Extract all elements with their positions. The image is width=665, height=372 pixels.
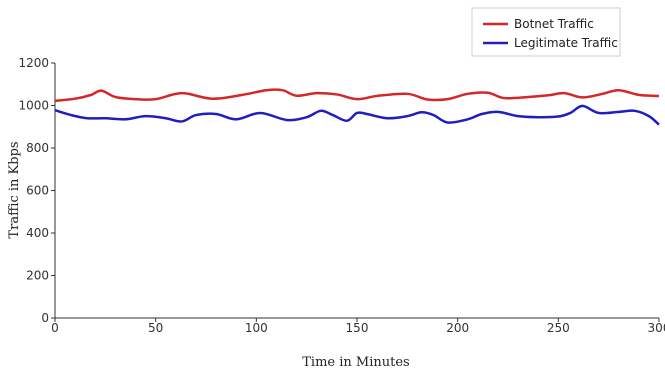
y-tick-label: 400	[26, 226, 49, 240]
series-lines	[54, 88, 660, 126]
y-axis-title: Traffic in Kbps	[7, 141, 22, 238]
y-ticks: 0 200 400 600 800 1000 1200	[18, 56, 55, 325]
x-tick-label: 50	[148, 321, 163, 335]
legend-box	[471, 7, 621, 57]
legend: Botnet Traffic Legitimate Traffic	[471, 7, 621, 57]
y-tick-label: 800	[26, 141, 49, 155]
x-ticks: 0 50 100 150 200 250 300	[51, 318, 665, 335]
x-tick-label: 200	[446, 321, 469, 335]
x-tick-label: 0	[51, 321, 59, 335]
legend-label-botnet: Botnet Traffic	[514, 17, 594, 31]
y-tick-label: 200	[26, 269, 49, 283]
x-tick-label: 250	[547, 321, 570, 335]
y-tick-label: 1000	[18, 99, 49, 113]
series-line-botnet	[54, 88, 660, 103]
x-tick-label: 150	[346, 321, 369, 335]
x-tick-label: 100	[245, 321, 268, 335]
y-tick-label: 0	[41, 311, 49, 325]
y-tick-label: 600	[26, 184, 49, 198]
x-axis-title: Time in Minutes	[302, 355, 409, 370]
axes	[54, 63, 659, 319]
y-tick-label: 1200	[18, 56, 49, 70]
x-tick-label: 300	[648, 321, 665, 335]
legend-label-legitimate: Legitimate Traffic	[514, 36, 618, 50]
series-line-legitimate	[54, 104, 660, 126]
